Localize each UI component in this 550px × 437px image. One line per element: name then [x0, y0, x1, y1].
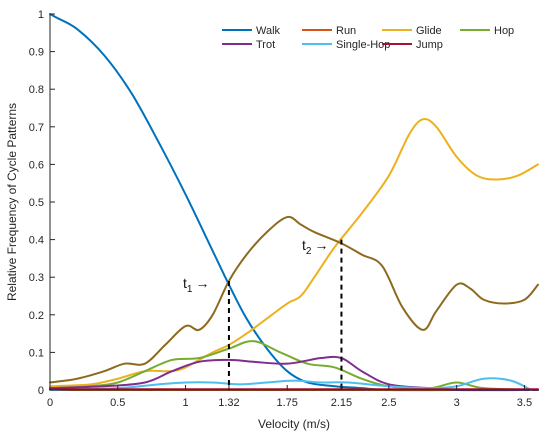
x-tick-label: 2.5: [381, 397, 396, 409]
svg-text:t1→: t1 →: [183, 275, 209, 295]
x-axis-title: Velocity (m/s): [258, 417, 330, 431]
threshold-lines: [227, 239, 343, 390]
annotation-t2-arrow: →: [314, 237, 328, 253]
y-tick-label: 0.5: [29, 197, 44, 209]
series-line-single-hop: [49, 377, 533, 391]
legend-label-run: Run: [336, 25, 356, 37]
svg-text:t2→: t2 →: [302, 237, 328, 257]
x-ticks: 0 0.5 1 1.32 1.75 2.15 2.5 3 3.5: [47, 385, 532, 409]
legend-label-glide: Glide: [416, 25, 442, 37]
legend-label-single-hop: Single-Hop: [336, 39, 390, 51]
x-tick-label: 0.5: [110, 397, 125, 409]
annotation-t1-arrow: →: [195, 275, 209, 291]
legend-label-hop: Hop: [494, 25, 514, 37]
y-tick-label: 0.7: [29, 122, 44, 134]
x-tick-label: 3.5: [517, 397, 532, 409]
annotation-t1-subscript: 1: [187, 284, 193, 295]
y-ticks: 0 0.1 0.2 0.3 0.4 0.5 0.6 0.7 0.8 0.9 1: [29, 9, 55, 397]
annotation-t2: t2 →: [302, 237, 328, 257]
y-axis-title: Relative Frequency of Cycle Patterns: [5, 103, 19, 301]
x-tick-label: 3: [454, 397, 460, 409]
annotation-t1-letter: t: [183, 275, 187, 291]
series-line-unlabeled-7: [49, 215, 539, 384]
annotation-t2-subscript: 2: [306, 246, 312, 257]
series-line-hop: [49, 340, 539, 391]
annotation-t2-letter: t: [302, 237, 306, 253]
x-tick-label: 2.15: [331, 397, 352, 409]
y-tick-label: 1: [38, 9, 44, 21]
y-tick-label: 0.9: [29, 47, 44, 59]
annotation-t1: t1 →: [183, 275, 209, 295]
y-tick-label: 0.8: [29, 84, 44, 96]
y-tick-label: 0: [38, 385, 44, 397]
y-tick-label: 0.4: [29, 235, 44, 247]
legend: Walk Run Glide Hop Trot Single-Hop Jump: [222, 25, 514, 51]
x-tick-label: 1: [182, 397, 188, 409]
x-tick-label: 0: [47, 397, 53, 409]
legend-label-walk: Walk: [256, 25, 281, 37]
legend-label-jump: Jump: [416, 39, 443, 51]
y-tick-label: 0.3: [29, 272, 44, 284]
y-tick-label: 0.6: [29, 159, 44, 171]
y-tick-label: 0.1: [29, 347, 44, 359]
legend-label-trot: Trot: [256, 39, 275, 51]
x-tick-label: 1.32: [218, 397, 239, 409]
y-tick-label: 0.2: [29, 310, 44, 322]
x-tick-label: 1.75: [277, 397, 298, 409]
